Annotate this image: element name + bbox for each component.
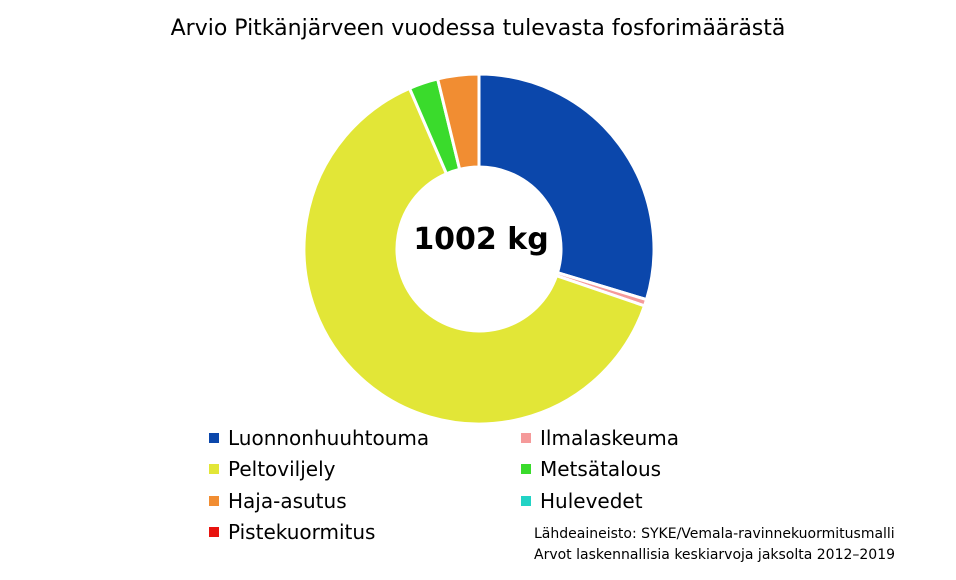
source-note: Lähdeaineisto: SYKE/Vemala-ravinnekuormi… xyxy=(534,524,895,566)
donut-slice-0 xyxy=(477,72,656,302)
donut-slice-4 xyxy=(436,72,481,171)
source-line-2: Arvot laskennallisia keskiarvoja jaksolt… xyxy=(534,547,896,563)
donut-slice-2 xyxy=(302,86,646,426)
center-total-label: 1002 kg xyxy=(413,222,549,257)
source-line-1: Lähdeaineisto: SYKE/Vemala-ravinnekuormi… xyxy=(534,526,895,542)
chart-title: Arvio Pitkänjärveen vuodessa tulevasta f… xyxy=(170,16,786,41)
